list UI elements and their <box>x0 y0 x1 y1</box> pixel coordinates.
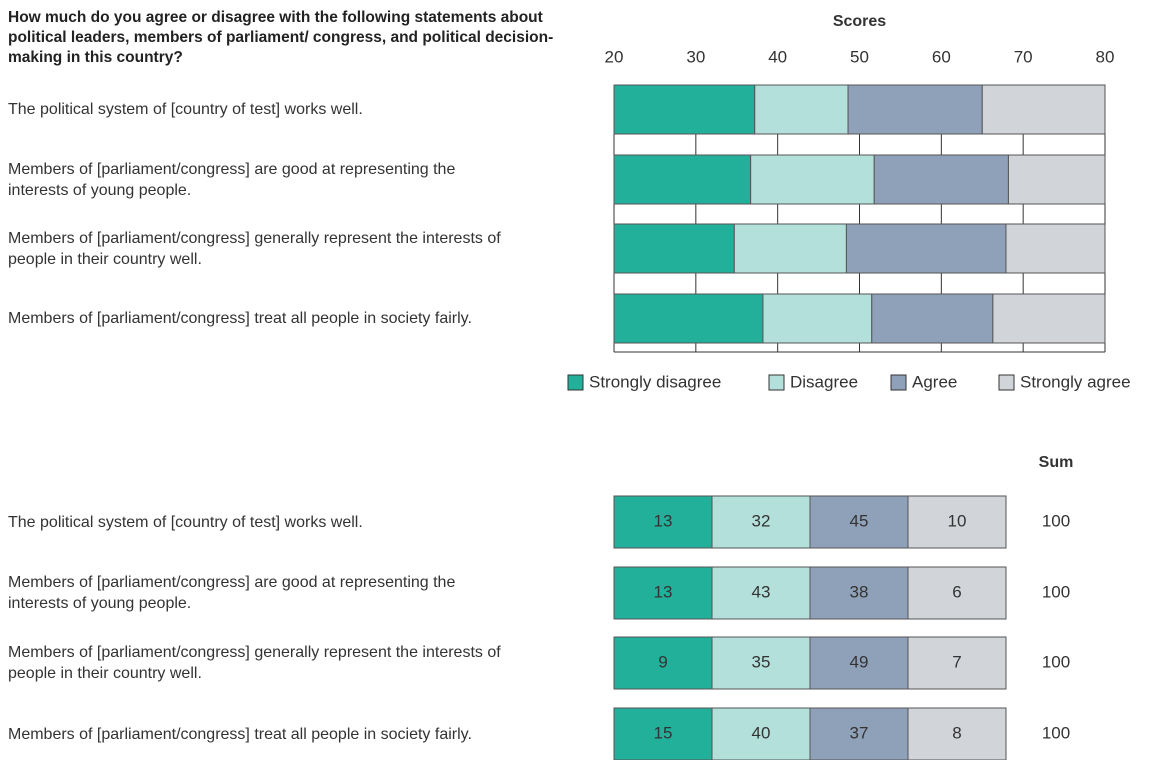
cell-value: 45 <box>850 511 869 530</box>
legend-label: Disagree <box>790 372 858 391</box>
table-cell <box>907 636 1007 690</box>
cell-value: 13 <box>654 582 673 601</box>
bar-segment <box>1005 223 1106 274</box>
bar-segment <box>1007 154 1106 205</box>
bar-segment <box>754 84 849 135</box>
table-cell <box>613 636 713 690</box>
cell-value: 49 <box>850 652 869 671</box>
legend-label: Strongly agree <box>1020 372 1131 391</box>
cell-value: 9 <box>658 652 667 671</box>
statement: The political system of [country of test… <box>8 513 363 531</box>
statement: Members of [parliament/congress] treat a… <box>8 310 472 327</box>
cell-value: 6 <box>952 582 961 601</box>
table-cell <box>613 495 713 549</box>
table-cell <box>809 495 909 549</box>
cell-value: 32 <box>752 511 771 530</box>
statement: Members of [parliament/congress] are goo… <box>8 160 456 199</box>
axis-title: Scores <box>833 13 886 30</box>
x-tick-label: 70 <box>1014 47 1033 66</box>
x-tick-label: 20 <box>605 47 624 66</box>
legend-label: Agree <box>912 372 957 391</box>
sum-value: 100 <box>1042 652 1070 671</box>
table-cell <box>907 495 1007 549</box>
statement: Members of [parliament/congress] general… <box>8 644 501 682</box>
statement: Members of [parliament/congress] treat a… <box>8 725 472 743</box>
x-tick-label: 80 <box>1096 47 1115 66</box>
cell-value: 43 <box>752 582 771 601</box>
table-cell <box>711 636 811 690</box>
bar-segment <box>750 154 875 205</box>
x-tick-label: 30 <box>686 47 705 66</box>
legend-swatch <box>768 374 785 391</box>
legend-swatch <box>567 374 584 391</box>
x-tick-label: 60 <box>932 47 951 66</box>
x-tick-label: 50 <box>850 47 869 66</box>
bar-segment <box>981 84 1106 135</box>
table-cell <box>809 707 909 760</box>
bar-segment <box>613 293 764 344</box>
legend-label: Strongly disagree <box>589 372 721 391</box>
cell-value: 7 <box>952 652 961 671</box>
bar-segment <box>871 293 994 344</box>
question: How much do you agree or disagree with t… <box>8 9 554 66</box>
table-cell <box>711 495 811 549</box>
sum-value: 100 <box>1042 511 1070 530</box>
bar-segment <box>613 154 752 205</box>
table-cell <box>711 707 811 760</box>
bar-segment <box>992 293 1106 344</box>
legend-swatch <box>998 374 1015 391</box>
cell-value: 37 <box>850 723 869 742</box>
statement: Members of [parliament/congress] general… <box>8 229 501 268</box>
cell-value: 38 <box>850 582 869 601</box>
bar-segment <box>733 223 847 274</box>
table-cell <box>809 566 909 620</box>
bar-segment <box>845 223 1007 274</box>
cell-value: 40 <box>752 723 771 742</box>
table-cell <box>907 707 1007 760</box>
bar-segment <box>613 84 756 135</box>
x-tick-label: 40 <box>768 47 787 66</box>
bar-segment <box>873 154 1009 205</box>
sum-value: 100 <box>1042 723 1070 742</box>
cell-value: 13 <box>654 511 673 530</box>
bar-segment <box>762 293 873 344</box>
cell-value: 15 <box>654 723 673 742</box>
sum-header: Sum <box>1039 454 1074 471</box>
table-cell <box>711 566 811 620</box>
legend-swatch <box>890 374 907 391</box>
bar-segment <box>613 223 735 274</box>
statement: Members of [parliament/congress] are goo… <box>8 574 456 612</box>
sum-value: 100 <box>1042 582 1070 601</box>
cell-value: 8 <box>952 723 961 742</box>
cell-value: 10 <box>948 511 967 530</box>
cell-value: 35 <box>752 652 771 671</box>
table-cell <box>907 566 1007 620</box>
table-cell <box>613 707 713 760</box>
statement: The political system of [country of test… <box>8 101 363 118</box>
bar-segment <box>847 84 983 135</box>
